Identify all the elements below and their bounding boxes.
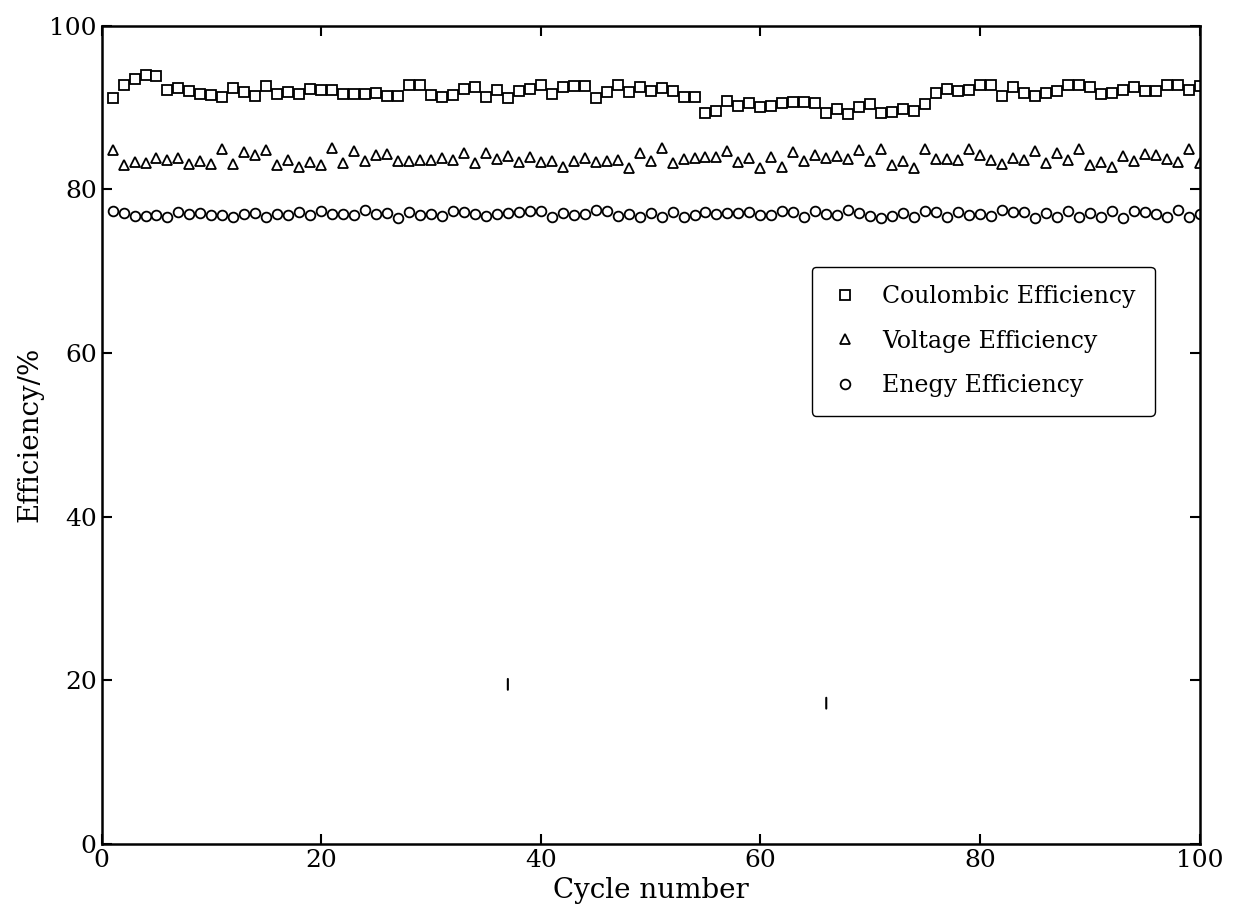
Y-axis label: Efficiency/%: Efficiency/%	[16, 347, 43, 522]
Coulombic Efficiency	[105, 92, 120, 103]
Line: Voltage Efficiency: Voltage Efficiency	[108, 143, 1204, 173]
Voltage Efficiency	[1192, 157, 1207, 169]
Voltage Efficiency	[325, 142, 340, 153]
Enegy Efficiency	[1028, 212, 1043, 223]
Voltage Efficiency	[105, 145, 120, 156]
Enegy Efficiency	[1159, 212, 1174, 223]
Enegy Efficiency	[676, 212, 691, 223]
Coulombic Efficiency	[1126, 82, 1141, 93]
Voltage Efficiency	[314, 159, 329, 170]
Coulombic Efficiency	[841, 108, 856, 119]
Voltage Efficiency	[368, 149, 383, 160]
Coulombic Efficiency	[1192, 80, 1207, 91]
Coulombic Efficiency	[1159, 80, 1174, 91]
Enegy Efficiency	[314, 205, 329, 216]
Enegy Efficiency	[764, 209, 779, 220]
Coulombic Efficiency	[764, 100, 779, 111]
Coulombic Efficiency	[368, 87, 383, 99]
Enegy Efficiency	[357, 204, 372, 216]
Coulombic Efficiency	[325, 85, 340, 96]
Legend: Coulombic Efficiency, Voltage Efficiency, Enegy Efficiency: Coulombic Efficiency, Voltage Efficiency…	[812, 266, 1154, 416]
Line: Coulombic Efficiency: Coulombic Efficiency	[108, 70, 1204, 119]
Enegy Efficiency	[105, 205, 120, 216]
Voltage Efficiency	[906, 162, 921, 173]
Voltage Efficiency	[1159, 154, 1174, 165]
Voltage Efficiency	[764, 151, 779, 162]
Enegy Efficiency	[1192, 208, 1207, 219]
Coulombic Efficiency	[138, 69, 153, 80]
Enegy Efficiency	[368, 208, 383, 219]
X-axis label: Cycle number: Cycle number	[553, 878, 749, 904]
Enegy Efficiency	[1126, 206, 1141, 217]
Voltage Efficiency	[1126, 155, 1141, 166]
Line: Enegy Efficiency: Enegy Efficiency	[108, 205, 1204, 223]
Voltage Efficiency	[676, 154, 691, 165]
Coulombic Efficiency	[676, 92, 691, 103]
